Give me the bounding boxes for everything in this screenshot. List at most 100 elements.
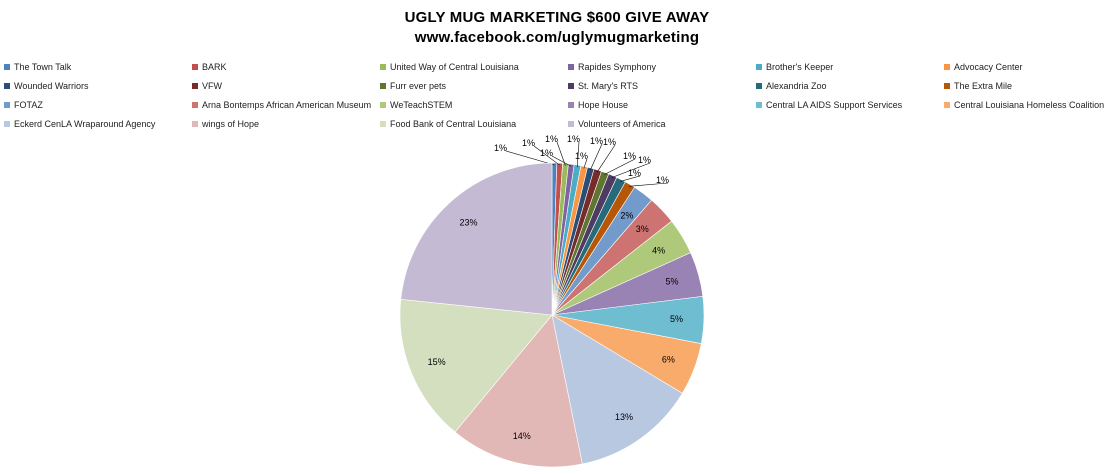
legend-item: United Way of Central Louisiana: [380, 60, 519, 74]
legend-item: Food Bank of Central Louisiana: [380, 117, 516, 131]
legend-label: Eckerd CenLA Wraparound Agency: [14, 119, 156, 129]
legend-swatch: [192, 121, 198, 127]
legend-swatch: [380, 64, 386, 70]
legend-swatch: [380, 121, 386, 127]
legend-item: Advocacy Center: [944, 60, 1023, 74]
leader-line: [590, 143, 603, 171]
legend-item: Brother's Keeper: [756, 60, 833, 74]
legend-label: St. Mary's RTS: [578, 81, 639, 91]
legend-label: Central Louisiana Homeless Coalition: [954, 100, 1105, 110]
legend-item: FOTAZ: [4, 98, 43, 112]
leader-line: [505, 150, 555, 166]
legend-label: wings of Hope: [202, 119, 260, 129]
leader-line: [551, 155, 572, 167]
pie-slice: [551, 314, 683, 465]
legend-item: St. Mary's RTS: [568, 79, 638, 93]
legend-swatch: [380, 102, 386, 108]
slice-label: 1%: [522, 138, 535, 148]
legend-item: Volunteers of America: [568, 117, 666, 131]
legend-swatch: [192, 64, 198, 70]
legend-item: wings of Hope: [192, 117, 259, 131]
legend-item: Eckerd CenLA Wraparound Agency: [4, 117, 155, 131]
slice-label: 14%: [513, 431, 531, 441]
legend-swatch: [756, 102, 762, 108]
slice-label: 13%: [615, 412, 633, 422]
legend-item: Hope House: [568, 98, 628, 112]
legend-swatch: [4, 121, 10, 127]
legend-item: BARK: [192, 60, 227, 74]
legend-swatch: [380, 83, 386, 89]
slice-label: 1%: [638, 155, 651, 165]
legend-item: VFW: [192, 79, 222, 93]
legend-swatch: [568, 121, 574, 127]
legend-swatch: [756, 83, 762, 89]
slice-label: 15%: [428, 357, 446, 367]
pie-slice: [400, 162, 553, 316]
legend-item: Central LA AIDS Support Services: [756, 98, 902, 112]
slice-label: 1%: [603, 137, 616, 147]
legend-swatch: [4, 102, 10, 108]
slice-label: 1%: [628, 168, 641, 178]
chart-title-block: UGLY MUG MARKETING $600 GIVE AWAY www.fa…: [0, 8, 1114, 48]
slice-label: 3%: [636, 224, 649, 234]
legend-label: The Town Talk: [14, 62, 72, 72]
legend-item: Wounded Warriors: [4, 79, 89, 93]
leader-line: [611, 162, 651, 178]
slice-label: 1%: [545, 134, 558, 144]
legend-label: Brother's Keeper: [766, 62, 834, 72]
legend-label: United Way of Central Louisiana: [390, 62, 519, 72]
leader-line: [583, 158, 588, 169]
legend-label: Furr ever pets: [390, 81, 447, 91]
legend-item: Alexandria Zoo: [756, 79, 827, 93]
chart-title: UGLY MUG MARKETING $600 GIVE AWAY: [404, 9, 710, 26]
legend-item: Central Louisiana Homeless Coalition: [944, 98, 1104, 112]
leader-line: [576, 141, 580, 168]
legend-swatch: [192, 83, 198, 89]
leader-line: [604, 158, 636, 175]
legend-label: Advocacy Center: [954, 62, 1023, 72]
slice-label: 1%: [590, 136, 603, 146]
slice-label: 1%: [656, 175, 669, 185]
legend-label: FOTAZ: [14, 100, 43, 110]
slice-label: 23%: [460, 217, 478, 227]
pie-slice: [399, 298, 553, 433]
legend-label: Hope House: [578, 100, 629, 110]
legend-label: VFW: [202, 81, 222, 91]
leader-line: [533, 145, 560, 166]
legend-label: WeTeachSTEM: [390, 100, 453, 110]
legend-swatch: [568, 102, 574, 108]
legend-label: Rapides Symphony: [578, 62, 657, 72]
slice-label: 1%: [623, 151, 636, 161]
slice-label: 4%: [652, 246, 665, 256]
legend-swatch: [568, 83, 574, 89]
leader-line: [596, 144, 616, 173]
legend-swatch: [4, 83, 10, 89]
leader-line: [628, 182, 669, 187]
legend-label: Central LA AIDS Support Services: [766, 100, 903, 110]
legend-swatch: [568, 64, 574, 70]
slice-label: 5%: [670, 314, 683, 324]
legend-item: Furr ever pets: [380, 79, 446, 93]
chart-subtitle: www.facebook.com/uglymugmarketing: [414, 29, 700, 46]
slice-label: 2%: [620, 210, 633, 220]
legend-swatch: [4, 64, 10, 70]
legend-label: Food Bank of Central Louisiana: [390, 119, 517, 129]
legend-swatch: [944, 83, 950, 89]
legend-item: Rapides Symphony: [568, 60, 656, 74]
legend-label: Alexandria Zoo: [766, 81, 827, 91]
legend-item: WeTeachSTEM: [380, 98, 452, 112]
leader-line: [620, 175, 641, 182]
legend-label: BARK: [202, 62, 227, 72]
slice-label: 6%: [662, 355, 675, 365]
legend-swatch: [192, 102, 198, 108]
pie-slice: [454, 314, 583, 468]
legend-swatch: [944, 64, 950, 70]
legend-label: The Extra Mile: [954, 81, 1013, 91]
legend-item: Arna Bontemps African American Museum: [192, 98, 371, 112]
legend-label: Wounded Warriors: [14, 81, 89, 91]
legend-label: Volunteers of America: [578, 119, 666, 129]
slice-label: 5%: [666, 276, 679, 286]
legend-swatch: [944, 102, 950, 108]
slice-label: 1%: [540, 148, 553, 158]
